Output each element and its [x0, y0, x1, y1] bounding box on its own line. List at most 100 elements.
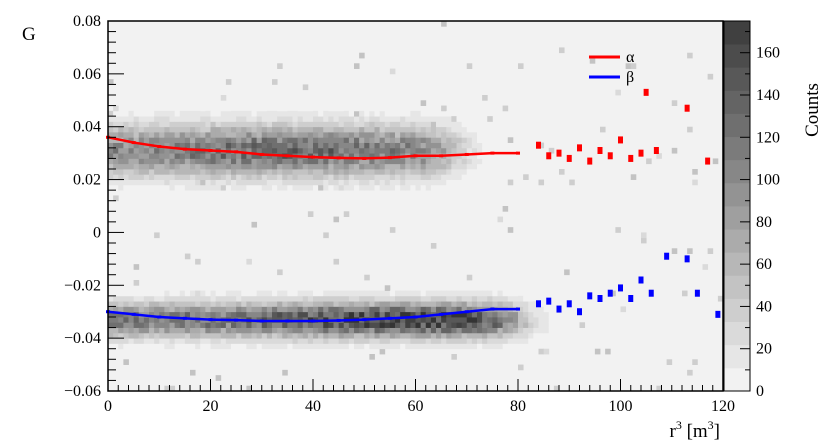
heatmap-cell	[461, 327, 468, 334]
heatmap-cell	[348, 301, 355, 307]
heatmap-cell	[328, 306, 334, 313]
heatmap-cell	[210, 306, 217, 313]
heatmap-cell	[589, 58, 596, 64]
data-point	[566, 154, 572, 162]
heatmap-cell	[241, 332, 247, 339]
heatmap-cell	[251, 179, 258, 186]
heatmap-cell	[174, 163, 181, 170]
heatmap-cell	[451, 179, 457, 186]
heatmap-cell	[138, 163, 145, 170]
heatmap-cell	[113, 327, 119, 334]
heatmap-cell	[420, 137, 427, 143]
heatmap-cell	[364, 105, 370, 112]
heatmap-cell	[195, 158, 201, 165]
heatmap-cell	[374, 147, 381, 154]
heatmap-cell	[323, 306, 329, 313]
heatmap-cell	[236, 147, 242, 154]
heatmap-cell	[338, 295, 345, 302]
heatmap-cell	[195, 338, 201, 344]
heatmap-cell	[400, 142, 406, 149]
heatmap-cell	[236, 290, 242, 297]
heatmap-cell	[174, 327, 181, 334]
colorbar-tick-label: 140	[756, 87, 780, 104]
heatmap-cell	[338, 169, 345, 175]
heatmap-cell	[456, 126, 463, 133]
heatmap-cell	[348, 169, 355, 175]
heatmap-cell	[205, 290, 211, 297]
heatmap-cell	[108, 116, 114, 122]
heatmap-cell	[420, 116, 427, 122]
heatmap-cell	[297, 179, 304, 186]
heatmap-cell	[451, 142, 457, 149]
heatmap-cell	[149, 295, 155, 302]
heatmap-cell	[374, 163, 381, 170]
heatmap-cell	[266, 137, 273, 143]
heatmap-cell	[133, 280, 140, 286]
heatmap-cell	[190, 174, 196, 180]
heatmap-cell	[138, 343, 145, 350]
heatmap-cell	[287, 158, 293, 165]
heatmap-cell	[246, 169, 252, 175]
heatmap-cell	[179, 311, 186, 318]
heatmap-cell	[302, 327, 309, 334]
heatmap-cell	[113, 184, 119, 191]
heatmap-cell	[272, 142, 278, 149]
heatmap-cell	[277, 311, 283, 318]
heatmap-cell	[128, 290, 135, 297]
heatmap-cell	[266, 295, 273, 302]
heatmap-cell	[307, 311, 314, 318]
heatmap-cell	[277, 126, 283, 133]
heatmap-cell	[277, 179, 283, 186]
heatmap-cell	[200, 126, 206, 133]
heatmap-cell	[497, 216, 504, 223]
heatmap-cell	[169, 301, 176, 307]
heatmap-cell	[164, 163, 170, 170]
heatmap-cell	[441, 126, 447, 133]
heatmap-cell	[395, 110, 401, 117]
heatmap-cell	[169, 322, 176, 328]
heatmap-cell	[128, 295, 135, 302]
heatmap-cell	[149, 137, 155, 143]
heatmap-cell	[671, 248, 678, 254]
heatmap-cell	[292, 174, 299, 180]
heatmap-cell	[200, 153, 206, 159]
colorbar-swatch	[724, 275, 750, 299]
heatmap-cell	[369, 147, 375, 154]
colorbar-swatch	[724, 229, 750, 253]
heatmap-cell	[343, 153, 350, 159]
heatmap-cell	[379, 110, 386, 117]
heatmap-cell	[215, 105, 222, 112]
heatmap-cell	[389, 169, 396, 175]
heatmap-cell	[169, 147, 176, 154]
heatmap-cell	[215, 332, 222, 339]
heatmap-cell	[215, 301, 222, 307]
heatmap-cell	[471, 126, 478, 133]
heatmap-cell	[446, 295, 452, 302]
heatmap-cell	[159, 116, 165, 122]
heatmap-cell	[477, 343, 483, 350]
heatmap-cell	[389, 322, 396, 328]
heatmap-cell	[292, 338, 299, 344]
heatmap-cell	[179, 179, 186, 186]
heatmap-cell	[190, 190, 196, 196]
data-point	[577, 308, 582, 316]
heatmap-cell	[348, 132, 355, 138]
heatmap-cell	[384, 174, 391, 180]
heatmap-cell	[425, 179, 432, 186]
heatmap-cell	[195, 121, 201, 128]
heatmap-cell	[307, 126, 314, 133]
heatmap-cell	[338, 121, 345, 128]
heatmap-cell	[184, 327, 191, 334]
heatmap-cell	[533, 311, 539, 318]
series-segment	[159, 315, 185, 320]
heatmap-cell	[441, 301, 447, 307]
heatmap-cell	[641, 232, 647, 239]
heatmap-cell	[461, 132, 468, 138]
heatmap-cell	[307, 301, 314, 307]
heatmap-cell	[272, 338, 278, 344]
heatmap-cell	[128, 338, 135, 344]
heatmap-cell	[225, 190, 232, 196]
heatmap-cell	[241, 343, 247, 350]
heatmap-cell	[451, 132, 457, 138]
heatmap-cell	[138, 327, 145, 334]
